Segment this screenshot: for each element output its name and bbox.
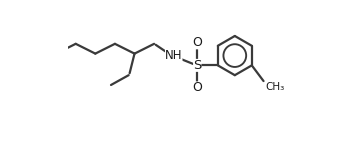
Text: CH₃: CH₃ [265,82,284,92]
Text: NH: NH [165,49,182,62]
Text: O: O [192,36,202,49]
Text: O: O [192,81,202,94]
Text: S: S [193,59,201,72]
